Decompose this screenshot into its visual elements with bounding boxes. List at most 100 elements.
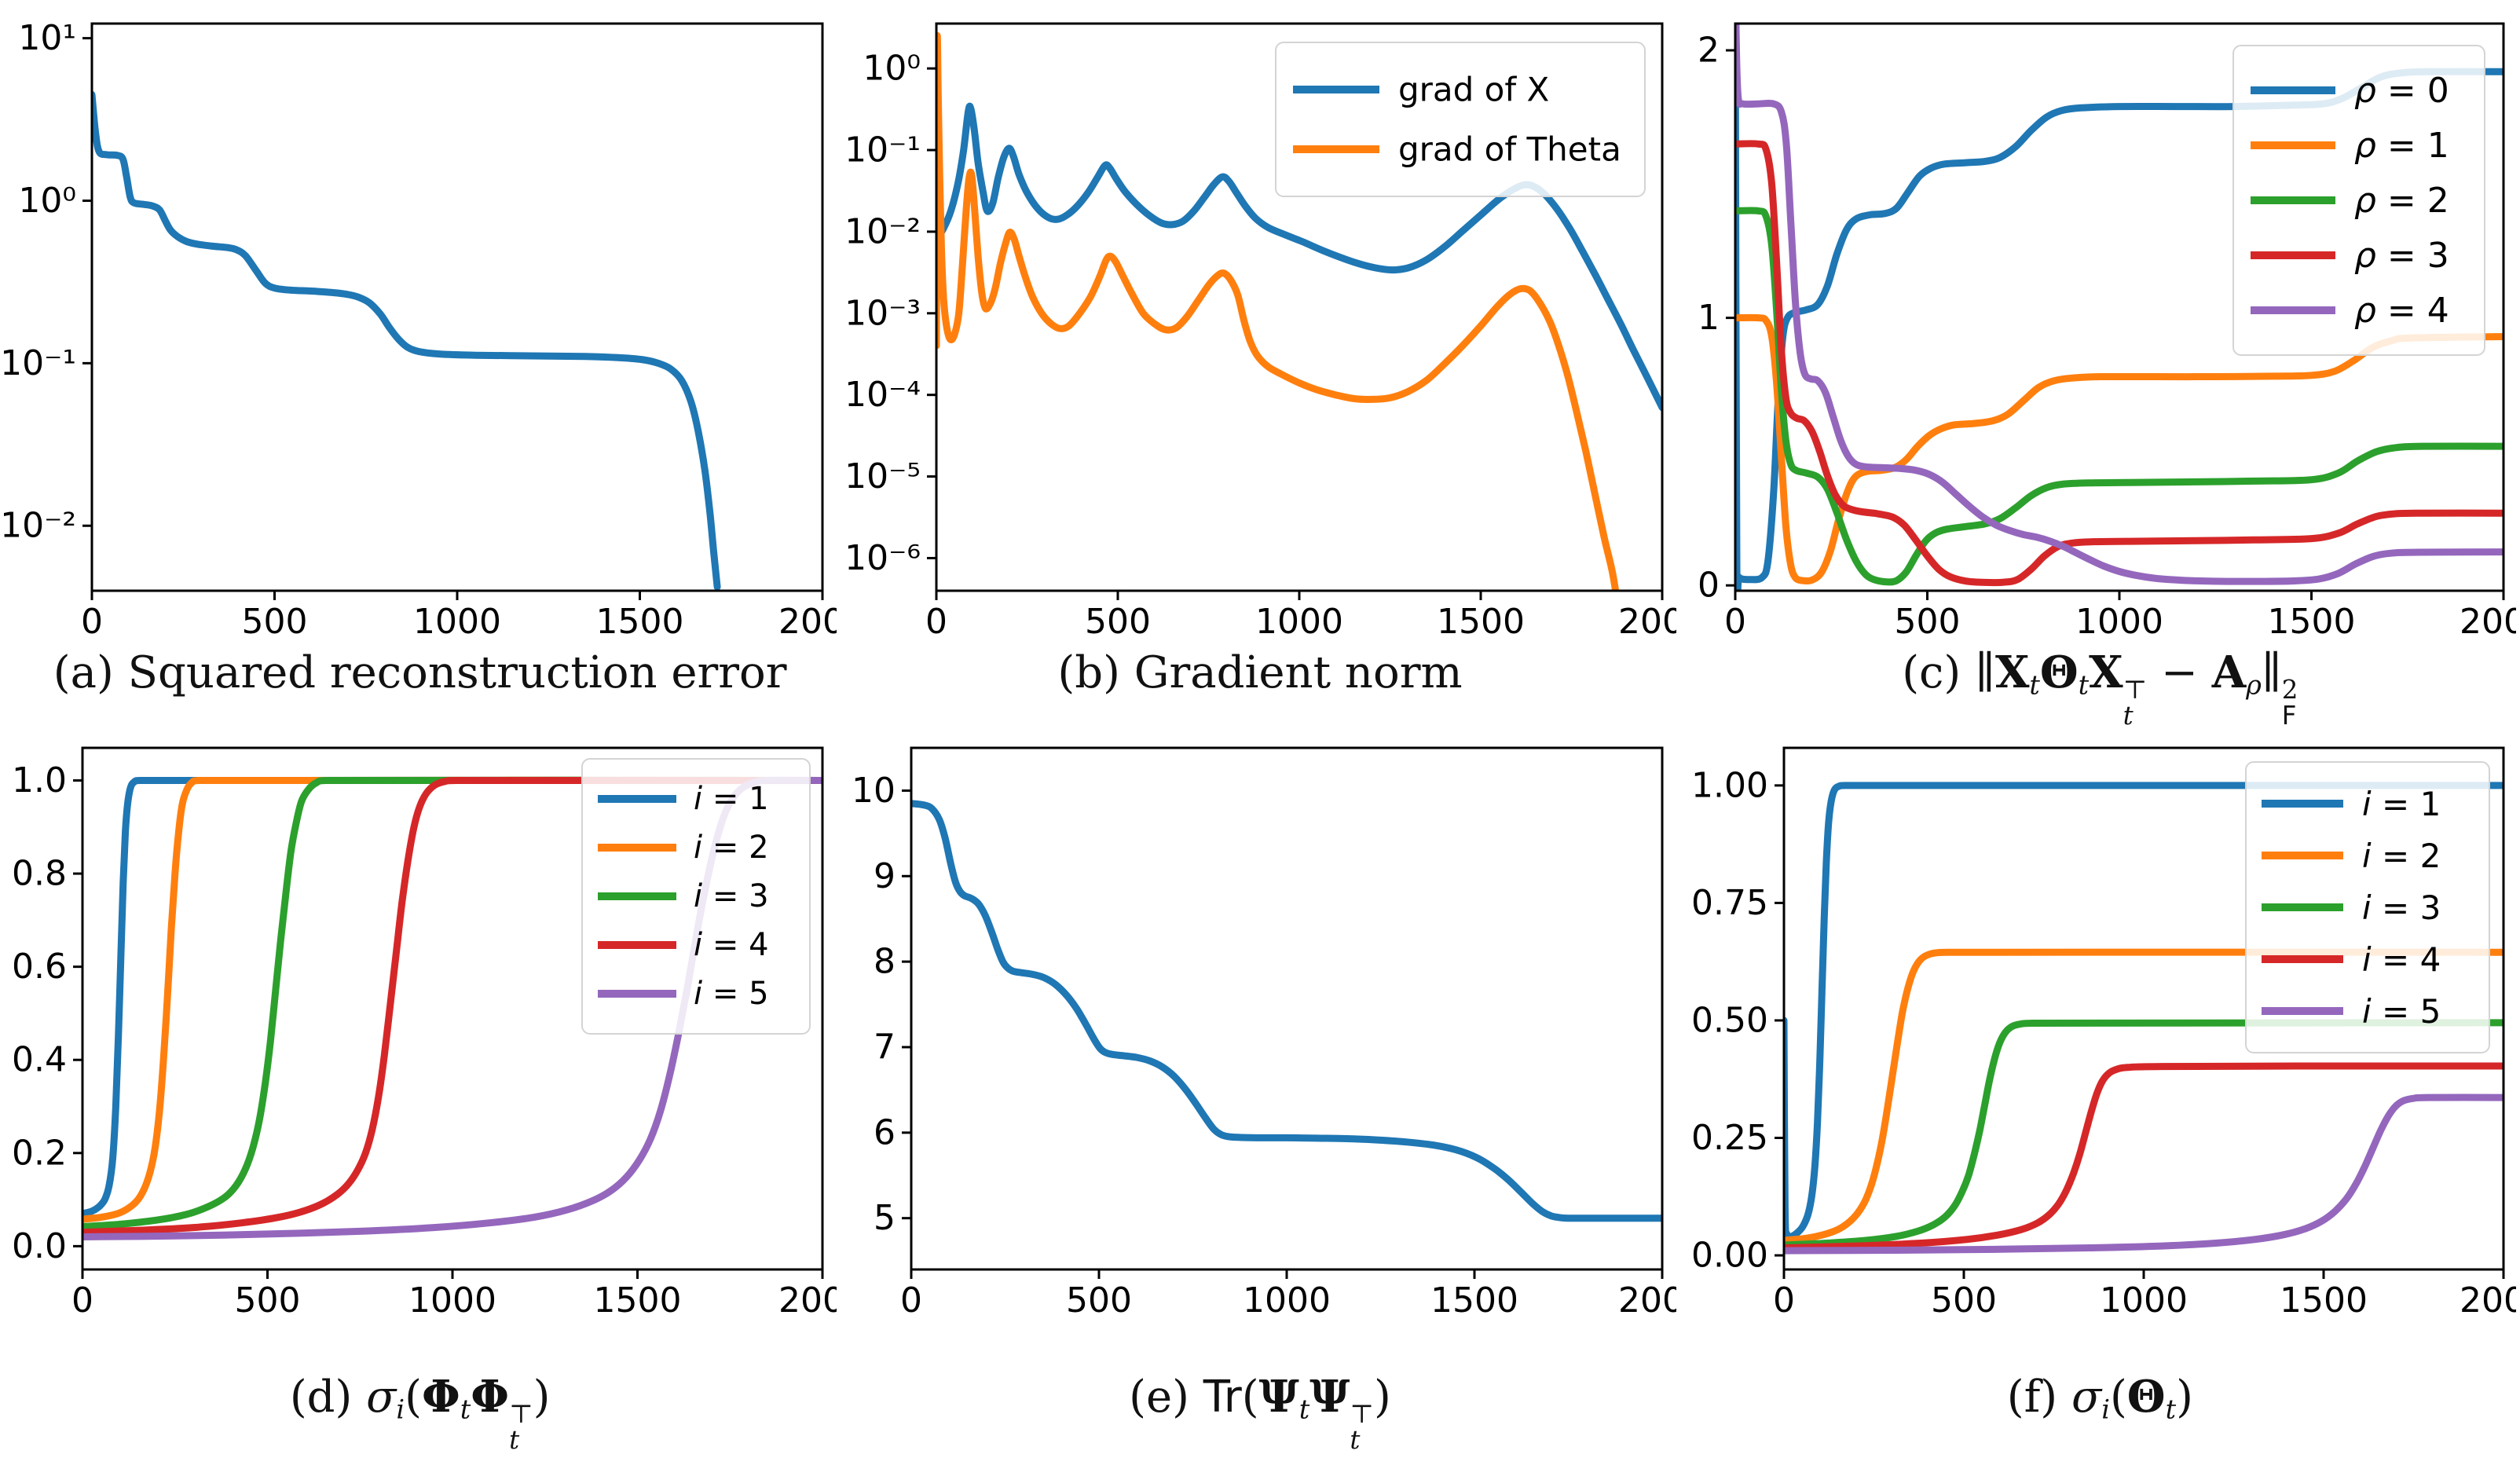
caption-segment: ) [1373,1372,1391,1423]
plot-frame [90,22,824,592]
caption-segment: (d) [289,1372,367,1423]
caption-segment: t [2029,669,2040,701]
series-group [910,800,1662,1222]
legend-label: i = 1 [694,781,769,817]
panel-e: 05001000150020005678910 (e) Tr(ΨtΨ⊤t) [840,737,1679,1467]
caption-segment: t [460,1394,471,1425]
caption-segment: (a) Squared reconstruction error [53,647,787,698]
y-axis: 10¹ 10⁰ 10⁻¹ 10⁻² [4,18,92,546]
x-tick-label: 1500 [2268,602,2356,642]
legend-label: i = 2 [2362,837,2441,875]
caption-b: (b) Gradient norm [1057,649,1462,737]
caption-segment: X [2089,647,2123,698]
x-tick-label: 1500 [2280,1280,2368,1321]
y-tick-label: 5 [874,1198,896,1238]
y-tick-label: 10⁰ [18,181,76,221]
caption-segment: σ [366,1372,397,1423]
legend-box [581,758,811,1035]
caption-c: (c) ∥XtΘtX ⊤ t − Aρ∥ 2 F [1902,647,2298,737]
caption-segment: X [1994,647,2030,698]
plot-frame [910,746,1664,1271]
legend-box [1274,42,1646,197]
caption-segment: ) [2176,1372,2193,1423]
y-tick-label: 0.6 [12,947,67,987]
caption-script-stack: ⊤ t [509,1398,533,1455]
series-rho-1 [1735,313,2504,585]
x-tick-label: 1500 [1437,602,1525,642]
x-tick-label: 0 [900,1280,922,1321]
caption-segment: (e) [1129,1372,1203,1423]
caption-segment: (f) [2006,1372,2071,1423]
caption-segment: ∥ [2261,647,2282,698]
x-tick-label: 0 [1773,1280,1795,1321]
y-axis: 5 6 7 8 9 10 [852,771,911,1238]
legend-label: i = 4 [694,927,769,963]
series-i-4 [1784,1062,2504,1251]
y-tick-label: 0 [1698,566,1720,606]
caption-segment: A [2211,647,2247,698]
y-tick-label: 10⁰ [863,49,921,89]
y-tick-label: 9 [874,856,896,896]
caption-segment: (c) [1902,647,1976,698]
x-tick-label: 1500 [593,1280,681,1321]
caption-f: (f) σi(Θt) [2006,1372,2193,1467]
x-tick-label: 500 [241,602,307,642]
y-tick-label: 10 [852,771,896,811]
x-tick-label: 1500 [595,602,683,642]
legend-label: i = 1 [2362,785,2441,823]
y-tick-label: 0.0 [12,1226,67,1266]
y-tick-label: 0.4 [12,1040,67,1080]
y-tick-label: 1 [1698,298,1720,338]
panel-d: 05001000150020000.00.20.40.60.81.0i = 1i… [0,737,840,1467]
series-i-3 [82,776,822,1230]
caption-segment: t [2165,1394,2177,1425]
caption-segment: ( [1241,1372,1259,1423]
caption-segment: i [396,1394,405,1425]
series-i-5 [1784,1094,2504,1255]
y-axis: 0.0 0.2 0.4 0.6 0.8 1.0 [12,760,82,1266]
series-i-4 [82,776,822,1236]
caption-segment: σ [2071,1372,2102,1423]
y-tick-label: 10¹ [18,18,76,58]
caption-segment: − [2147,647,2212,698]
legend-label: grad of Theta [1398,130,1621,169]
caption-segment: Φ [422,1371,460,1423]
series-rho-3 [1735,140,2504,587]
caption-segment: Tr [1203,1372,1242,1423]
x-tick-label: 0 [1724,602,1746,642]
y-tick-label: 2 [1698,31,1720,71]
series-group [1784,782,2504,1255]
y-tick-label: 10⁻³ [844,293,921,333]
caption-d: (d) σi(ΦtΦ ⊤ t) [289,1371,551,1467]
series-i-3 [1784,1019,2504,1249]
x-tick-label: 500 [1895,602,1961,642]
x-tick-label: 1000 [413,602,501,642]
x-tick-label: 500 [1085,602,1151,642]
series-trace [910,800,1662,1222]
series-grad-of-Theta [936,31,1620,591]
legend-label: ρ = 1 [2354,126,2449,166]
y-axis: 0.00 0.25 0.50 0.75 1.00 [1691,765,1785,1276]
series-i-2 [82,776,822,1223]
x-tick-label: 1000 [408,1280,496,1321]
legend-label: i = 5 [694,976,769,1012]
caption-script-stack: ⊤ t [1350,1398,1374,1455]
y-tick-label: 0.25 [1691,1118,1768,1158]
caption-segment: (b) Gradient norm [1057,647,1463,698]
y-tick-label: 10⁻² [4,506,76,546]
y-tick-label: 10⁻¹ [4,343,76,383]
y-tick-label: 0.8 [12,854,67,894]
y-axis: 0 1 2 [1698,31,1736,606]
series-i-1 [82,776,822,1218]
caption-segment: i [2101,1394,2110,1425]
